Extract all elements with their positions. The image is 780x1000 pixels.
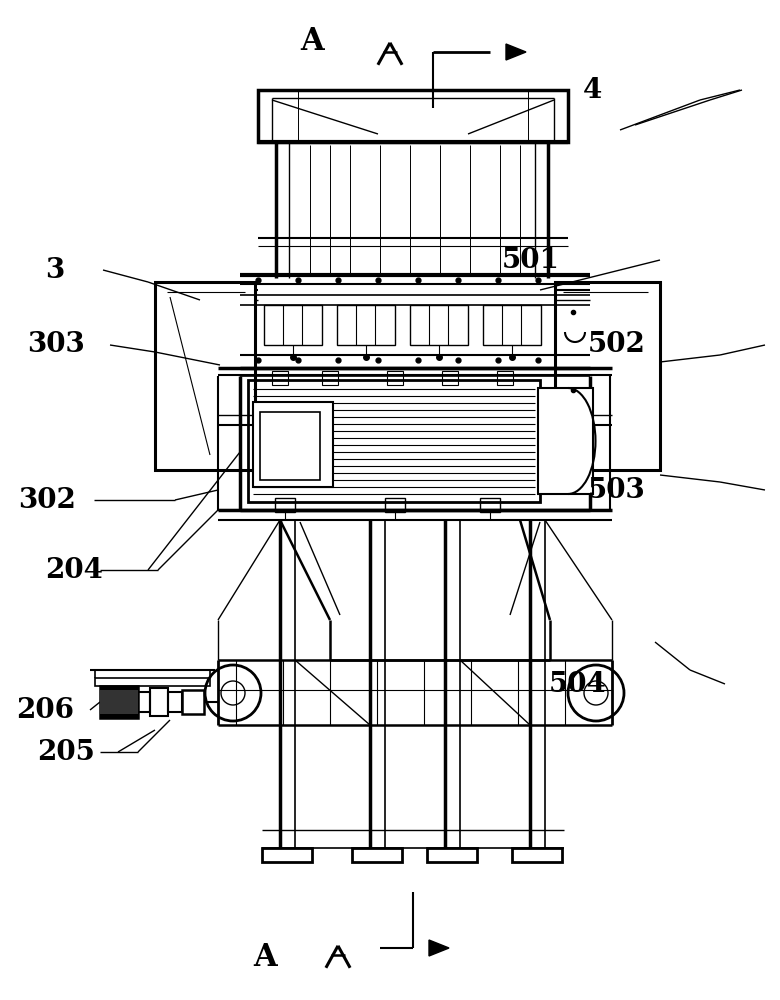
- Text: 501: 501: [502, 246, 559, 273]
- Bar: [555, 282, 660, 470]
- Text: 4: 4: [583, 77, 602, 104]
- Bar: [275, 498, 295, 512]
- Bar: [168, 692, 182, 712]
- Text: A: A: [254, 942, 277, 974]
- Bar: [260, 412, 320, 480]
- Bar: [387, 371, 403, 385]
- Bar: [512, 848, 562, 862]
- Bar: [262, 848, 312, 862]
- Bar: [480, 498, 500, 512]
- Text: 3: 3: [45, 256, 64, 284]
- Bar: [248, 380, 540, 502]
- Text: 502: 502: [587, 332, 645, 359]
- Bar: [337, 305, 395, 345]
- Text: 206: 206: [16, 696, 74, 724]
- Polygon shape: [506, 44, 526, 60]
- Bar: [497, 371, 513, 385]
- Text: 204: 204: [45, 556, 103, 584]
- Text: 205: 205: [37, 738, 95, 766]
- Polygon shape: [429, 940, 449, 956]
- Bar: [100, 690, 138, 714]
- Bar: [182, 690, 204, 714]
- Text: 503: 503: [587, 477, 645, 504]
- Bar: [322, 371, 338, 385]
- Bar: [100, 686, 138, 718]
- Bar: [264, 305, 322, 345]
- Bar: [427, 848, 477, 862]
- Bar: [150, 688, 168, 716]
- Bar: [385, 498, 405, 512]
- Bar: [442, 371, 458, 385]
- Bar: [138, 692, 150, 712]
- Text: A: A: [300, 26, 324, 57]
- Bar: [95, 678, 210, 686]
- Bar: [538, 388, 593, 494]
- Text: 303: 303: [27, 332, 85, 359]
- Bar: [272, 371, 288, 385]
- Text: 302: 302: [18, 487, 76, 514]
- Bar: [258, 90, 568, 142]
- Bar: [352, 848, 402, 862]
- Bar: [410, 305, 468, 345]
- Bar: [253, 402, 333, 487]
- Bar: [155, 282, 255, 470]
- Bar: [483, 305, 541, 345]
- Text: 504: 504: [548, 670, 606, 698]
